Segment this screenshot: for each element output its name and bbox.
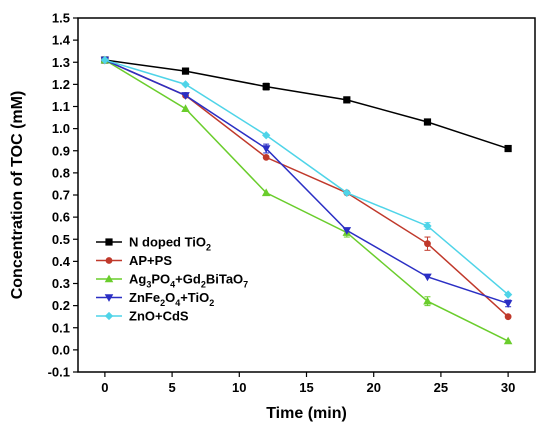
y-tick-label: 1.3	[52, 55, 70, 70]
legend-text-part: PO	[151, 272, 170, 287]
x-tick-label: 5	[168, 380, 175, 395]
y-tick-label: 0.1	[52, 320, 70, 335]
y-tick-label: 0.3	[52, 276, 70, 291]
y-tick-label: -0.1	[48, 365, 70, 380]
legend-label: AP+PS	[129, 253, 172, 268]
y-tick-label: 1.2	[52, 77, 70, 92]
legend-text-part: BiTaO	[206, 272, 243, 287]
data-point	[504, 313, 512, 321]
legend-entry: N doped TiO2	[96, 235, 211, 253]
legend-label: N doped TiO2	[129, 235, 211, 253]
legend-text-part: N doped TiO	[129, 235, 206, 250]
axis-ticks: 0 5 10 15 20 25 30 -0.1 0.0 0.1 0.2 0.3 0.4 0.5 0.6 0.7…	[48, 11, 516, 396]
legend-text-part: +Gd	[175, 272, 201, 287]
x-tick-label: 15	[299, 380, 313, 395]
legend-label: ZnFe2O4+TiO2	[129, 290, 214, 308]
data-point	[342, 188, 351, 197]
data-point	[181, 92, 190, 100]
x-tick-label: 20	[366, 380, 380, 395]
x-tick-label: 0	[101, 380, 108, 395]
series-layer	[100, 55, 513, 345]
y-tick-label: 0.8	[52, 165, 70, 180]
y-tick-label: 1.1	[52, 99, 70, 114]
legend-subscript: 3	[146, 280, 151, 290]
data-point	[423, 273, 432, 282]
data-point	[100, 55, 110, 65]
data-point	[261, 145, 271, 153]
legend-text-part: AP+PS	[129, 253, 172, 268]
y-tick-label: 0.5	[52, 232, 70, 247]
y-tick-label: 0.9	[52, 143, 70, 158]
data-point	[504, 144, 512, 153]
data-point	[423, 118, 432, 126]
legend-entry: ZnFe2O4+TiO2	[96, 290, 214, 308]
legend-label: Ag3PO4+Gd2BiTaO7	[129, 272, 248, 290]
x-axis-title: Time (min)	[266, 405, 347, 422]
legend-subscript: 2	[206, 243, 211, 253]
legend-text-part: ZnFe	[129, 290, 160, 305]
data-point	[181, 67, 190, 75]
legend-marker	[104, 311, 114, 321]
legend: N doped TiO2AP+PSAg3PO4+Gd2BiTaO7ZnFe2O4…	[96, 235, 248, 324]
legend-text-part: +TiO	[180, 290, 209, 305]
legend-marker	[105, 257, 113, 264]
data-point	[181, 104, 190, 112]
legend-marker	[105, 238, 113, 246]
legend-text-part: Ag	[129, 272, 146, 287]
series-line	[104, 59, 509, 296]
data-point	[343, 96, 351, 104]
data-point	[423, 296, 432, 305]
legend-label: ZnO+CdS	[129, 309, 189, 324]
legend-text-part: O	[165, 290, 175, 305]
y-tick-label: 1.5	[52, 11, 70, 26]
y-tick-label: 0.6	[52, 210, 70, 225]
x-tick-label: 10	[232, 380, 246, 395]
y-axis-title: Concentration of TOC (mM)	[9, 91, 26, 300]
series-0	[101, 56, 512, 153]
series-line	[104, 59, 509, 342]
y-tick-label: 0.0	[52, 342, 70, 357]
data-point	[423, 221, 432, 231]
x-tick-label: 25	[434, 380, 448, 395]
x-tick-label: 30	[501, 380, 515, 395]
legend-entry: ZnO+CdS	[96, 309, 189, 324]
series-4	[100, 55, 513, 299]
series-line	[104, 59, 509, 150]
legend-marker	[104, 274, 114, 283]
y-tick-label: 1.4	[52, 33, 71, 48]
legend-subscript: 2	[160, 298, 165, 308]
data-point	[424, 240, 431, 248]
y-tick-label: 0.4	[52, 254, 71, 269]
data-point	[503, 300, 513, 308]
data-point	[503, 336, 513, 345]
legend-text-part: ZnO+CdS	[129, 309, 189, 324]
data-point	[181, 80, 190, 89]
legend-subscript: 2	[209, 298, 214, 308]
data-point	[262, 82, 270, 91]
legend-marker	[104, 294, 114, 302]
legend-subscript: 2	[201, 280, 206, 290]
data-point	[262, 153, 270, 161]
legend-entry: AP+PS	[96, 253, 172, 268]
y-tick-label: 0.2	[52, 298, 70, 313]
series-line	[104, 59, 509, 305]
legend-subscript: 4	[170, 280, 175, 290]
data-point	[503, 290, 513, 299]
y-tick-label: 1.0	[52, 121, 70, 136]
legend-entry: Ag3PO4+Gd2BiTaO7	[96, 272, 248, 290]
y-tick-label: 0.7	[52, 188, 70, 203]
data-point	[261, 188, 271, 197]
data-point	[342, 227, 352, 235]
data-point	[262, 131, 271, 140]
legend-subscript: 4	[175, 298, 180, 308]
legend-subscript: 7	[243, 280, 248, 290]
